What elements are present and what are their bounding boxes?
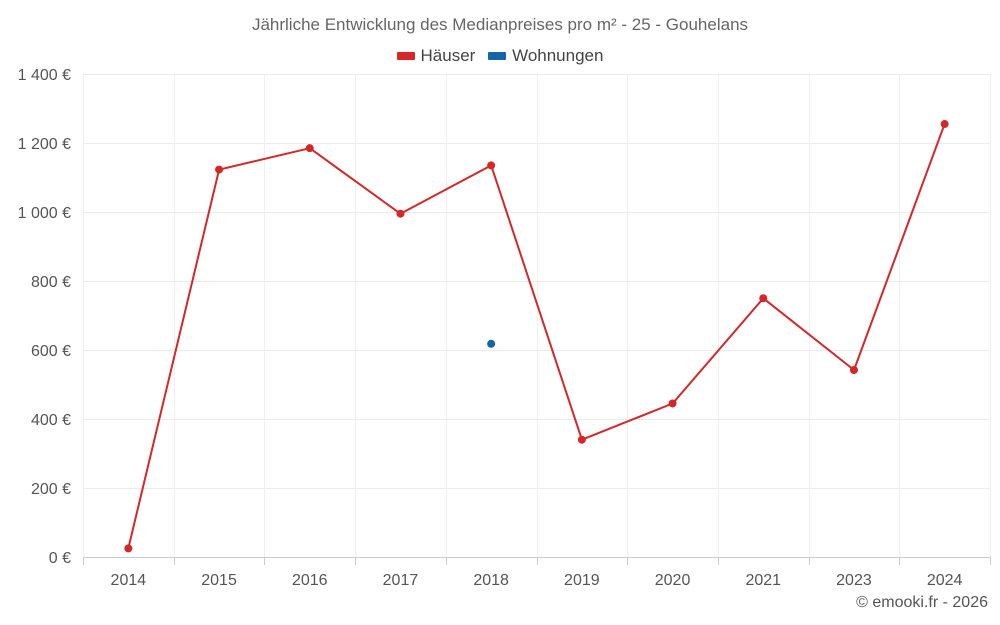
y-tick-label: 600 €	[31, 343, 71, 360]
data-point-series-0	[124, 544, 133, 553]
y-tick-label: 400 €	[31, 412, 71, 429]
data-point-series-0	[215, 165, 224, 174]
x-tick-label: 2014	[111, 572, 147, 589]
legend-swatch-haeuser	[396, 52, 415, 60]
x-tick-label: 2016	[292, 572, 328, 589]
data-point-series-0	[396, 209, 405, 218]
y-tick-label: 800 €	[31, 274, 71, 291]
data-point-series-1	[487, 339, 496, 348]
credit-text: © emooki.fr - 2026	[856, 594, 988, 611]
legend-item-haeuser[interactable]: Häuser	[396, 46, 476, 66]
y-tick-label: 1 200 €	[18, 136, 71, 153]
y-tick-label: 1 000 €	[18, 205, 71, 222]
series-line-0	[127, 123, 946, 549]
x-tick-label: 2024	[927, 572, 963, 589]
legend: Häuser Wohnungen	[0, 45, 1000, 66]
y-tick-label: 200 €	[31, 481, 71, 498]
chart-title: Jährliche Entwicklung des Medianpreises …	[251, 15, 749, 34]
y-tick-label: 0 €	[49, 550, 71, 567]
legend-swatch-wohnungen	[488, 52, 507, 60]
x-tick-label: 2020	[655, 572, 691, 589]
legend-label-wohnungen: Wohnungen	[512, 46, 604, 65]
x-tick-label: 2017	[383, 572, 419, 589]
legend-item-wohnungen[interactable]: Wohnungen	[488, 46, 603, 66]
data-point-series-0	[668, 399, 677, 408]
y-tick-label: 1 400 €	[18, 67, 71, 84]
legend-label-haeuser: Häuser	[420, 46, 476, 65]
x-tick-label: 2015	[201, 572, 237, 589]
x-tick-label: 2018	[473, 572, 509, 589]
data-point-series-0	[305, 144, 314, 153]
data-point-series-0	[577, 435, 586, 444]
data-point-series-0	[487, 161, 496, 170]
data-point-series-0	[759, 294, 768, 303]
x-tick-label: 2019	[564, 572, 600, 589]
x-tick-label: 2021	[745, 572, 781, 589]
data-point-series-0	[940, 120, 949, 129]
x-tick-label: 2023	[836, 572, 872, 589]
data-point-series-0	[849, 366, 858, 375]
